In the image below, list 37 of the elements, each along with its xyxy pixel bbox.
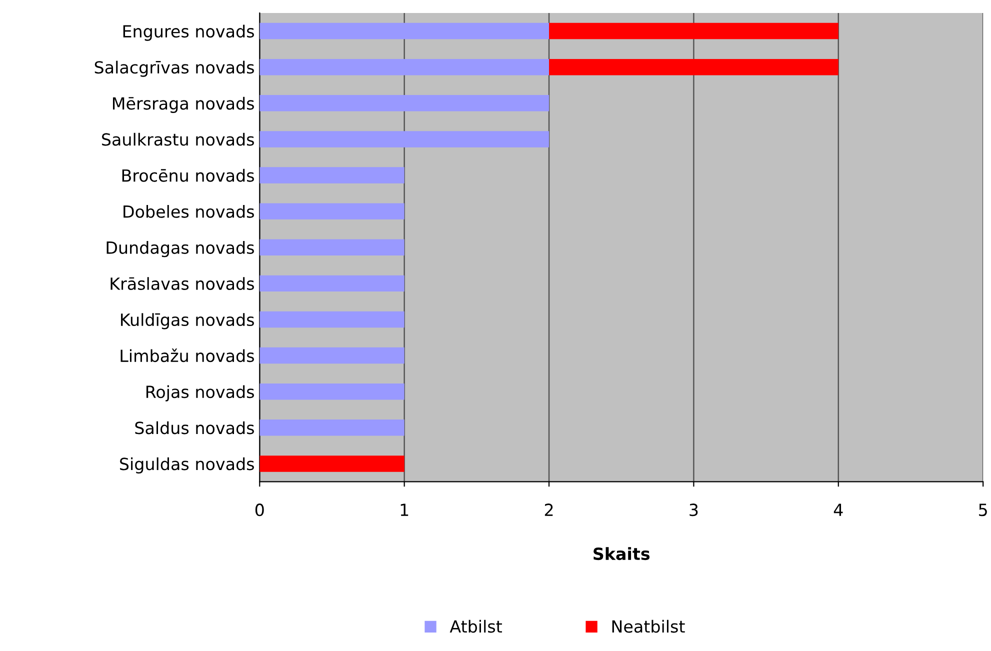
y-tick-label: Dundagas novads: [106, 241, 254, 258]
x-tick-label: 3: [690, 504, 698, 516]
y-tick-label: Krāslavas novads: [110, 277, 254, 290]
y-tick-label: Saulkrastu novads: [102, 132, 254, 146]
legend-label: Neatbilst: [612, 620, 685, 633]
bar: [260, 383, 404, 400]
bar: [260, 347, 404, 364]
bar: [260, 420, 404, 436]
bar: [260, 203, 404, 220]
y-tick-label: Brocēnu novads: [122, 168, 254, 182]
y-tick-label: Salacgrīvas novads: [94, 60, 254, 77]
legend-label: Atbilst: [450, 620, 502, 633]
bar: [260, 239, 404, 256]
y-tick-label: Siguldas novads: [120, 457, 254, 474]
x-axis-title: Skaits: [594, 547, 650, 560]
bar: [260, 311, 404, 328]
y-tick-label: Limbažu novads: [120, 348, 254, 362]
x-tick-label: 0: [255, 504, 264, 516]
y-tick-label: Dobeles novads: [124, 204, 254, 218]
y-tick-label: Engures novads: [123, 24, 254, 41]
x-tick-label: 4: [834, 504, 843, 516]
bar: [260, 95, 550, 112]
bar: [260, 456, 404, 472]
bar: [260, 131, 550, 148]
y-tick-label: Saldus novads: [135, 421, 254, 434]
bar: [260, 167, 404, 184]
bar: [260, 58, 550, 76]
bar: [260, 22, 550, 40]
y-tick-label: Rojas novads: [146, 385, 254, 402]
y-tick-label: Mērsraga novads: [112, 96, 254, 113]
bar: [549, 22, 838, 40]
bar: [549, 58, 838, 76]
x-tick-label: 5: [979, 504, 987, 516]
x-tick-label: 1: [400, 504, 408, 516]
y-tick-label: Kuldīgas novads: [121, 313, 254, 330]
bar: [260, 275, 404, 292]
x-tick-label: 2: [544, 504, 553, 516]
